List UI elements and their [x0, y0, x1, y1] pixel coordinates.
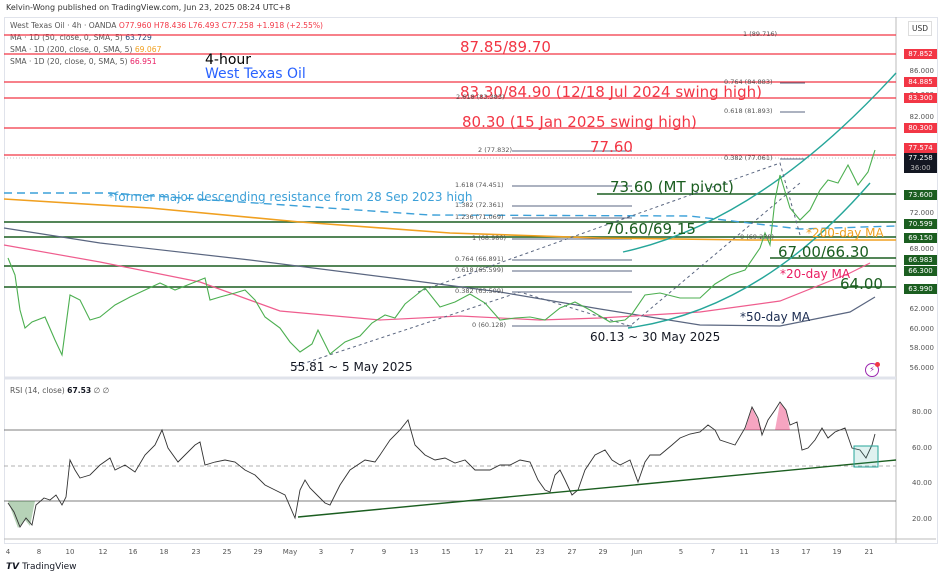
annotation-r4: 77.60 — [590, 138, 633, 156]
price-tag: 73.600 — [904, 190, 937, 200]
symbol-line: West Texas Oil · 4h · OANDA — [10, 21, 117, 30]
annotation-low1: 55.81 ~ 5 May 2025 — [290, 360, 413, 374]
fib-label: 0.382 (77.061) — [724, 154, 773, 162]
price-tick: 56.000 — [909, 364, 935, 372]
fib-label: 1.382 (72.361) — [455, 201, 504, 209]
annotation-resistance: *former major descending resistance from… — [108, 190, 473, 204]
annotation-low2: 60.13 ~ 30 May 2025 — [590, 330, 721, 344]
fib-label: 0.618 (81.893) — [724, 107, 773, 115]
publisher-line: Kelvin-Wong published on TradingView.com… — [6, 3, 291, 12]
rsi-value: 67.53 — [67, 386, 92, 395]
rsi-tick: 60.00 — [911, 444, 932, 452]
rsi-tick: 40.00 — [911, 479, 932, 487]
tradingview-logo[interactable]: 𝙏𝙑 TradingView — [6, 562, 77, 572]
fib-label: 1.618 (74.451) — [455, 181, 504, 189]
indicator-sma200[interactable]: SMA · 1D (200, close, 0, SMA, 5) 69.067 — [10, 45, 162, 54]
tv-logo-icon: 𝙏𝙑 — [6, 562, 20, 572]
price-tag: 80.300 — [904, 123, 937, 133]
annotation-20ma: *20-day MA — [780, 267, 851, 281]
timeframe-title: 4-hour — [205, 52, 252, 68]
fib-label: 2 (77.832) — [478, 146, 513, 154]
chart-frame — [4, 17, 938, 544]
ohlc-change: +1.918 (+2.55%) — [256, 21, 324, 30]
symbol-legend: West Texas Oil · 4h · OANDA O77.960 H78.… — [10, 21, 323, 30]
fib-label: 0 (69.238) — [740, 233, 775, 241]
price-tag: 69.150 — [904, 233, 937, 243]
price-tag: 83.300 — [904, 93, 937, 103]
price-tag: 63.990 — [904, 284, 937, 294]
annotation-s3: 64.00 — [840, 275, 883, 293]
fib-label: 1 (89.716) — [743, 30, 778, 38]
currency-button[interactable]: USD — [907, 21, 932, 36]
annotation-r2: 83.30/84.90 (12/18 Jul 2024 swing high) — [460, 83, 762, 101]
indicator-sma20[interactable]: SMA · 1D (20, close, 0, SMA, 5) 66.951 — [10, 57, 157, 66]
ohlc-low: L76.493 — [188, 21, 220, 30]
annotation-200ma: *200-day MA — [806, 226, 884, 240]
indicator-ma50[interactable]: MA · 1D (50, close, 0, SMA, 5) 63.729 — [10, 33, 152, 42]
price-tick: 62.000 — [909, 305, 935, 313]
fib-label: 0.618 (65.599) — [455, 266, 504, 274]
annotation-s1: 70.60/69.15 — [605, 220, 696, 238]
rsi-legend[interactable]: RSI (14, close) 67.53 ∅ ∅ — [10, 386, 110, 395]
price-tag: 77.574 — [904, 143, 937, 153]
fib-label: 0.764 (66.891) — [455, 255, 504, 263]
fib-label: 0 (60.128) — [472, 321, 507, 329]
lightning-icon[interactable]: ⚡ — [865, 362, 880, 377]
annotation-pivot: 73.60 (MT pivot) — [610, 178, 734, 196]
price-tag: 66.983 — [904, 255, 937, 265]
ohlc-high: H78.436 — [153, 21, 187, 30]
fib-label: 0.764 (84.883) — [724, 78, 773, 86]
price-tick: 58.000 — [909, 344, 935, 352]
fib-label: 2.618 (83.383) — [456, 93, 505, 101]
ohlc-open: O77.960 — [118, 21, 152, 30]
price-tag: 87.852 — [904, 49, 937, 59]
last-price-tag: 77.258 — [904, 153, 937, 163]
annotation-r3: 80.30 (15 Jan 2025 swing high) — [462, 113, 697, 131]
fib-label: 1 (68.980) — [472, 234, 507, 242]
ohlc-close: C77.258 — [221, 21, 254, 30]
fib-label: 1.236 (71.069) — [455, 213, 504, 221]
price-tag: 84.885 — [904, 77, 937, 87]
annotation-50ma: *50-day MA — [740, 310, 811, 324]
countdown-tag: 36:00 — [904, 163, 937, 173]
price-tick: 86.000 — [909, 67, 935, 75]
instrument-title: West Texas Oil — [205, 66, 306, 82]
rsi-tick: 20.00 — [911, 515, 932, 523]
price-tick: 68.000 — [909, 245, 935, 253]
price-tag: 66.300 — [904, 266, 937, 276]
price-tag: 70.599 — [904, 219, 937, 229]
annotation-r1: 87.85/89.70 — [460, 38, 551, 56]
price-tick: 72.000 — [909, 209, 935, 217]
fib-label: 0.382 (63.509) — [455, 287, 504, 295]
price-tick: 60.000 — [909, 325, 935, 333]
price-tick: 82.000 — [909, 113, 935, 121]
rsi-tick: 80.00 — [911, 408, 932, 416]
annotation-s2: 67.00/66.30 — [778, 243, 869, 261]
